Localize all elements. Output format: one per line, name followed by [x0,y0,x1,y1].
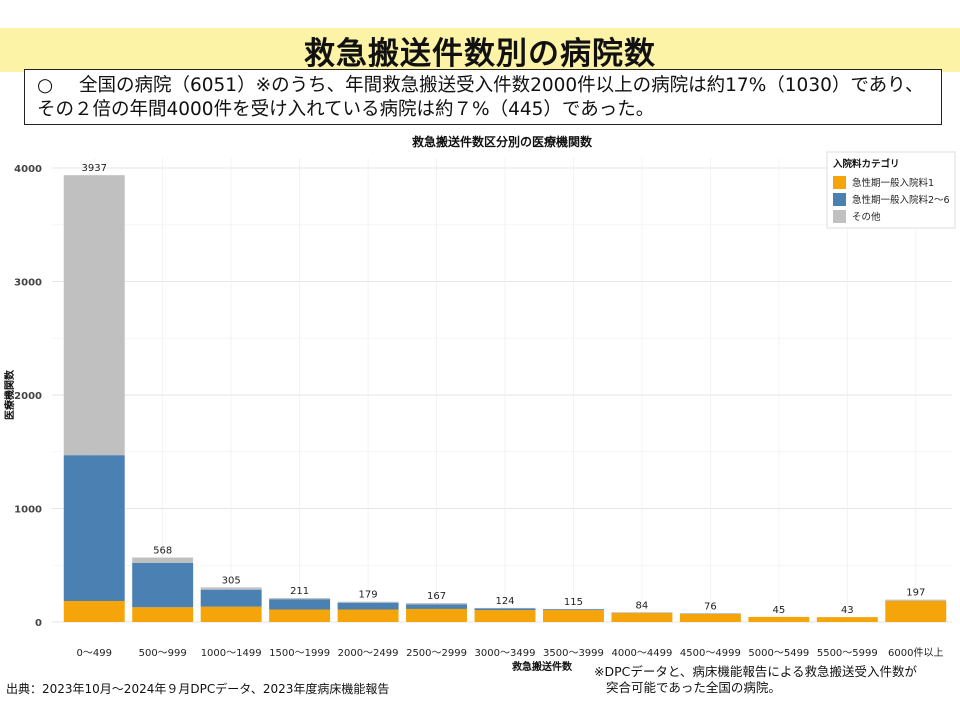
bar-total-label: 305 [222,575,241,586]
bar-segment-急性期一般入院料1 [132,607,194,622]
y-tick-label: 3000 [14,278,42,289]
y-axis-label: 医療機関数 [3,369,16,420]
legend-box [826,151,956,229]
bar-segment-急性期一般入院料1 [337,609,399,622]
legend-swatch [833,176,846,189]
title-band: 救急搬送件数別の病院数 [0,28,960,72]
x-tick-label: 3000～3499 [475,648,536,659]
bar-segment-急性期一般入院料2～6 [200,589,262,607]
summary-note: ○ 全国の病院（6051）※のうち、年間救急搬送受入件数2000件以上の病院は約1… [24,69,942,125]
bar-total-label: 568 [153,546,172,557]
bar-segment-急性期一般入院料1 [542,610,604,622]
bar-total-label: 3937 [82,163,107,174]
bar-segment-その他 [406,603,468,605]
footnote-line-2: 突合可能であった全国の病院。 [606,680,781,695]
x-tick-label: 1500～1999 [269,648,330,659]
x-tick-label: 5500～5999 [817,648,878,659]
bar-segment-急性期一般入院料1 [269,609,331,622]
x-tick-label: 4000～4499 [611,648,672,659]
bar-total-label: 179 [359,590,378,601]
x-tick-label: 2500～2999 [406,648,467,659]
bar-segment-その他 [200,587,262,590]
page-title: 救急搬送件数別の病院数 [304,35,656,72]
bar-segment-急性期一般入院料1 [816,617,878,622]
bar-segment-急性期一般入院料1 [748,616,810,622]
note-text: 全国の病院（6051）※のうち、年間救急搬送受入件数2000件以上の病院は約17… [37,75,924,120]
bar-total-label: 124 [495,596,514,607]
legend-swatch [833,193,846,206]
x-tick-label: 6000件以上 [888,647,943,659]
x-axis-label: 救急搬送件数 [512,660,573,673]
bar-segment-その他 [63,175,125,456]
source-citation: 出典：2023年10月～2024年９月DPCデータ、2023年度病床機能報告 [6,682,390,696]
bar-segment-急性期一般入院料1 [885,601,947,622]
bar-total-label: 115 [564,597,583,608]
bar-total-label: 197 [906,588,925,599]
bar-segment-その他 [269,598,331,600]
y-tick-label: 2000 [14,391,42,402]
bar-segment-急性期一般入院料2～6 [269,599,331,610]
x-tick-label: 2000～2499 [338,648,399,659]
bar-segment-急性期一般入院料2～6 [132,562,194,608]
bar-segment-急性期一般入院料1 [679,613,741,622]
bar-segment-急性期一般入院料1 [200,606,262,622]
bar-total-label: 43 [841,605,854,616]
bar-total-label: 76 [704,601,717,612]
legend-swatch [833,210,846,223]
bar-segment-急性期一般入院料2～6 [63,455,125,602]
bar-segment-急性期一般入院料2～6 [406,604,468,609]
x-tick-label: 4500～4999 [680,648,741,659]
bar-segment-その他 [337,601,399,603]
legend-entry: その他 [852,211,881,223]
bar-segment-急性期一般入院料1 [406,608,468,622]
note-bullet: ○ [37,75,54,96]
x-tick-label: 0～499 [77,648,112,659]
legend-entry: 急性期一般入院料1 [852,177,934,189]
bar-segment-急性期一般入院料1 [63,601,125,622]
x-tick-label: 3500～3999 [543,648,604,659]
legend-entry: 急性期一般入院料2～6 [852,194,950,206]
bar-total-label: 211 [290,586,309,597]
x-tick-label: 1000～1499 [201,648,262,659]
bar-total-label: 84 [636,600,649,611]
bar-segment-その他 [885,599,947,602]
bar-segment-その他 [132,557,194,563]
bar-total-label: 45 [772,605,785,616]
bar-segment-急性期一般入院料2～6 [474,608,536,611]
bar-segment-急性期一般入院料2～6 [337,602,399,610]
y-tick-label: 4000 [14,164,42,175]
chart-title: 救急搬送件数区分別の医療機関数 [412,134,593,149]
y-tick-label: 0 [35,618,42,629]
bar-segment-急性期一般入院料1 [474,610,536,622]
legend-title: 入院料カテゴリ [832,158,900,170]
y-tick-label: 1000 [14,505,42,516]
footnote: ※DPCデータと、病床機能報告による救急搬送受入件数が 突合可能であった全国の病… [594,664,917,696]
x-tick-label: 500～999 [139,648,187,659]
bar-segment-急性期一般入院料2～6 [542,609,604,611]
bar-total-label: 167 [427,591,446,602]
x-tick-label: 5000～5499 [748,648,809,659]
footnote-line-1: ※DPCデータと、病床機能報告による救急搬送受入件数が [594,664,917,679]
bar-segment-急性期一般入院料1 [611,612,673,622]
